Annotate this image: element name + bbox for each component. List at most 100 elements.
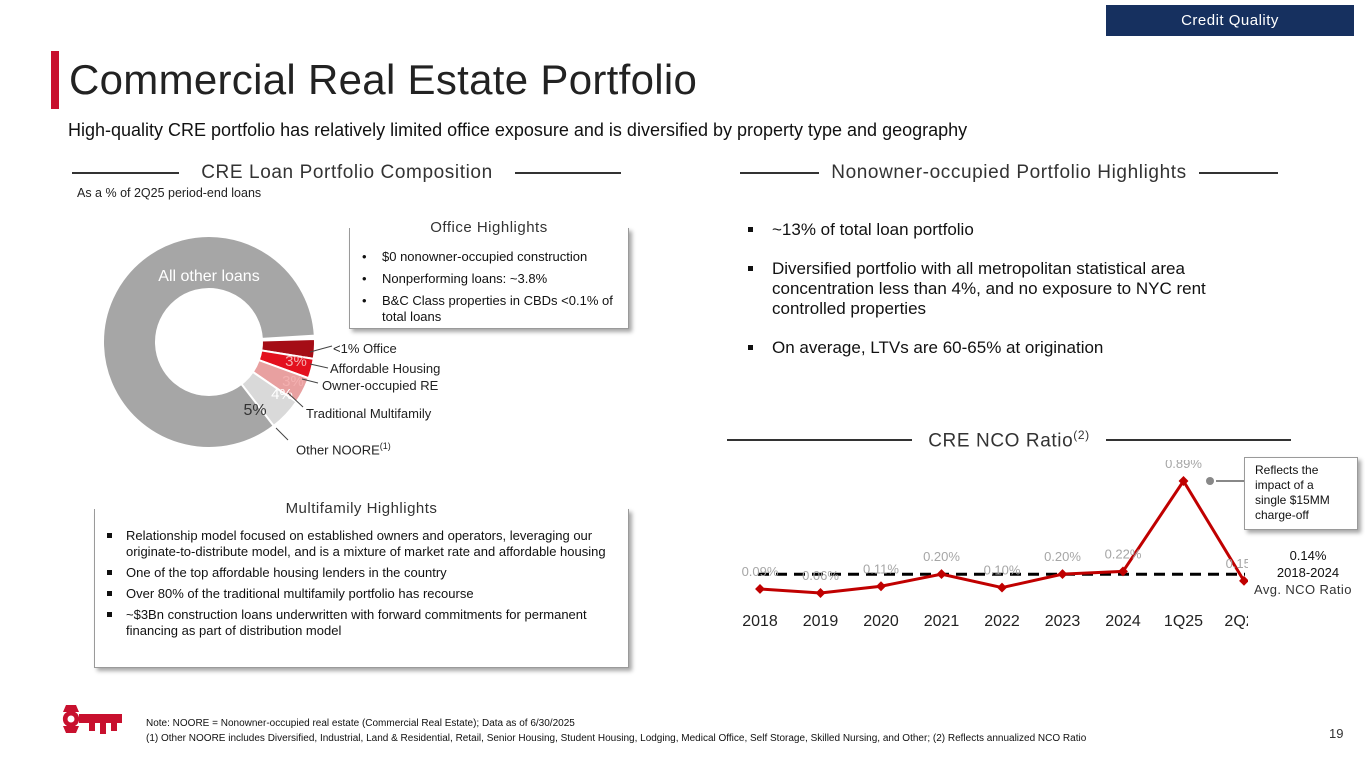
leader-lines [275, 345, 333, 441]
label-office: <1% Office [333, 341, 397, 356]
section-tag: Credit Quality [1106, 5, 1354, 36]
multifamily-highlight-item: One of the top affordable housing lender… [95, 565, 620, 581]
label-other-noore-text: Other NOORE [296, 442, 380, 458]
avg-label: Avg. NCO Ratio [1254, 582, 1352, 597]
leader-line [309, 363, 329, 369]
nco-x-tick: 2Q25 [1224, 613, 1248, 630]
office-highlights-list: $0 nonowner-occupied construction Nonperf… [360, 249, 622, 331]
title-accent-bar [51, 51, 59, 109]
nco-data-label: 0.06% [802, 568, 839, 583]
chargeoff-callout: Reflects the impact of a single $15MM ch… [1244, 457, 1358, 530]
footnote-line-1: Note: NOORE = Nonowner-occupied real est… [146, 718, 575, 729]
footnote-line-2: (1) Other NOORE includes Diversified, In… [146, 733, 1087, 744]
callout-connector-dot [1206, 477, 1214, 485]
heading-rule [1198, 172, 1278, 174]
nco-x-axis-labels: 2018 2019 2020 2021 2022 2023 2024 1Q25 2Q25 [742, 613, 1248, 630]
nco-point [815, 588, 826, 598]
multifamily-highlight-item: Over 80% of the traditional multifamily … [95, 586, 620, 602]
nco-data-label: 0.10% [984, 563, 1021, 578]
noo-highlight-item: On average, LTVs are 60-65% at originati… [727, 338, 1257, 358]
footnote: Note: NOORE = Nonowner-occupied real est… [146, 716, 1086, 746]
nco-point [1178, 476, 1189, 486]
leader-line [301, 378, 319, 384]
label-other-noore-sup: (1) [379, 441, 391, 451]
noo-heading-text: Nonowner-occupied Portfolio Highlights [831, 162, 1187, 183]
nco-point [1057, 569, 1068, 580]
nco-points [755, 476, 1248, 598]
slice-label-multifamily: 4% [271, 386, 293, 403]
page-title: Commercial Real Estate Portfolio [69, 56, 698, 103]
nco-heading-sup: (2) [1073, 427, 1090, 442]
label-owner-occupied-re: Owner-occupied RE [322, 378, 439, 393]
page-number: 19 [1329, 726, 1344, 741]
nco-data-label: 0.09% [742, 564, 779, 579]
donut-slices [102, 235, 316, 449]
nco-point [1239, 575, 1248, 586]
multifamily-highlights-title: Multifamily Highlights [95, 500, 628, 517]
nco-x-tick: 2018 [742, 613, 778, 630]
nco-point [997, 582, 1007, 593]
multifamily-highlight-item: ~$3Bn construction loans underwritten wi… [95, 607, 620, 639]
nco-data-label: 0.15% [1226, 556, 1248, 571]
nco-point [755, 584, 765, 594]
multifamily-highlights-title-text: Multifamily Highlights [279, 500, 444, 517]
nco-point [1118, 566, 1128, 577]
leader-line [275, 427, 289, 441]
key-icon [62, 705, 122, 734]
noo-heading: Nonowner-occupied Portfolio Highlights [727, 161, 1291, 185]
noo-highlight-item: ~13% of total loan portfolio [727, 220, 1257, 240]
leader-line [287, 392, 304, 408]
slice-label-other-noore: 5% [243, 402, 266, 419]
nco-x-tick: 2021 [924, 613, 960, 630]
avg-period: 2018-2024 [1276, 565, 1340, 580]
nco-data-label: 0.22% [1105, 546, 1142, 561]
nco-data-label: 0.11% [863, 561, 899, 576]
nco-x-tick: 1Q25 [1164, 613, 1203, 630]
nco-data-label: 0.89% [1165, 460, 1202, 471]
composition-heading: CRE Loan Portfolio Composition [65, 161, 628, 185]
heading-rule [740, 172, 820, 174]
multifamily-highlights-list: Relationship model focused on establishe… [95, 528, 620, 644]
office-highlights-title: Office Highlights [350, 219, 628, 236]
multifamily-highlight-item: Relationship model focused on establishe… [95, 528, 620, 560]
donut-slice-labels: 3% 3% 4% 5% [243, 353, 306, 419]
composition-note: As a % of 2Q25 period-end loans [77, 186, 262, 200]
nco-x-tick: 2019 [803, 613, 839, 630]
nco-heading-label: CRE NCO Ratio [928, 430, 1074, 452]
slice-label-owner: 3% [282, 373, 304, 390]
nco-x-tick: 2022 [984, 613, 1020, 630]
page-subtitle: High-quality CRE portfolio has relativel… [68, 120, 968, 140]
nco-data-label: 0.20% [923, 549, 960, 564]
office-highlights-box: Office Highlights $0 nonowner-occupied c… [349, 219, 629, 331]
noo-highlights-list: ~13% of total loan portfolio Diversified … [727, 220, 1257, 377]
nco-x-tick: 2020 [863, 613, 899, 630]
multifamily-highlights-box: Multifamily Highlights Relationship mode… [94, 500, 629, 668]
office-highlight-item: Nonperforming loans: ~3.8% [360, 271, 622, 287]
all-other-loans-label: All other loans [158, 268, 259, 285]
nco-x-tick: 2023 [1045, 613, 1081, 630]
label-affordable-housing: Affordable Housing [330, 361, 441, 376]
label-traditional-multifamily: Traditional Multifamily [306, 406, 432, 421]
nco-point [876, 581, 886, 592]
nco-line-chart: 0.09% 0.06% 0.11% 0.20% 0.10% 0.20% 0.22% 0.89%… [742, 460, 1248, 630]
donut-slice [102, 235, 316, 449]
noo-highlight-item: Diversified portfolio with all metropoli… [727, 259, 1257, 319]
nco-heading: CRE NCO Ratio(2) [727, 428, 1291, 452]
nco-data-labels: 0.09% 0.06% 0.11% 0.20% 0.10% 0.20% 0.22% 0.89%… [742, 460, 1248, 583]
nco-point [936, 569, 947, 580]
heading-rule [727, 439, 913, 441]
heading-rule [514, 172, 621, 174]
nco-data-label: 0.20% [1044, 549, 1081, 564]
avg-value: 0.14% [1289, 548, 1327, 563]
composition-donut-chart: All other loans 3% 3% 4% 5% [102, 235, 333, 449]
slice-label-affordable: 3% [285, 353, 307, 370]
office-highlight-item: B&C Class properties in CBDs <0.1% of to… [360, 293, 622, 325]
nco-heading-text: CRE NCO Ratio(2) [912, 428, 1106, 452]
leader-line [309, 345, 333, 353]
nco-x-tick: 2024 [1105, 613, 1141, 630]
heading-rule [1105, 439, 1291, 441]
heading-rule [72, 172, 180, 174]
office-highlights-title-text: Office Highlights [424, 219, 554, 236]
composition-heading-text: CRE Loan Portfolio Composition [201, 162, 493, 183]
label-other-noore: Other NOORE(1) [296, 441, 391, 457]
